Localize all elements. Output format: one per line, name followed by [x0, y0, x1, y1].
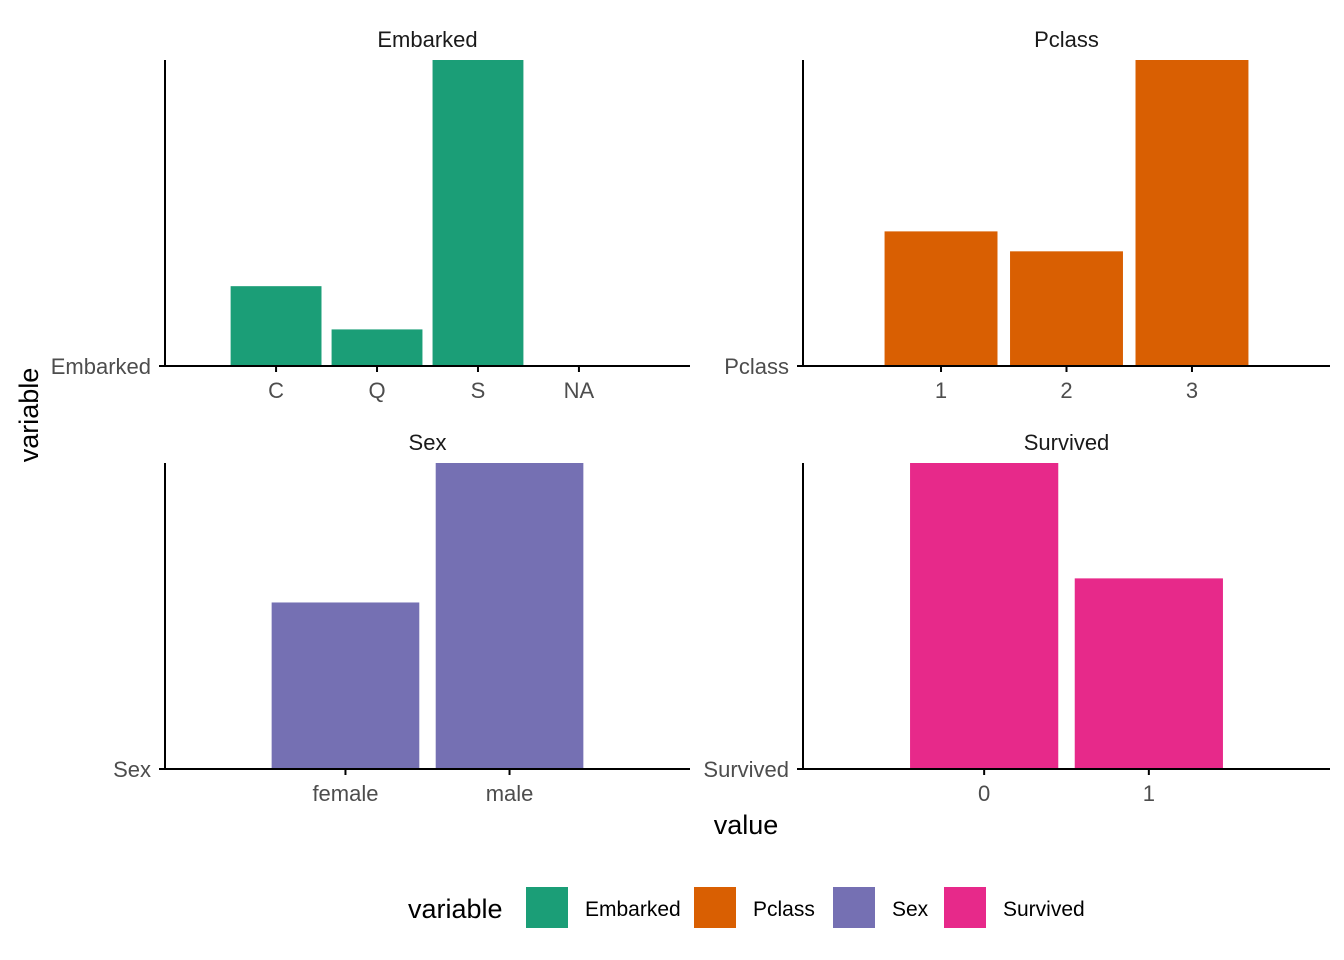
bar-sex-male: [435, 463, 584, 769]
y-axis-title: variable: [14, 368, 44, 463]
y-tick-label: Survived: [703, 757, 789, 782]
facet-panel-embarked: Embarked C Q S NA Embarked: [51, 27, 690, 403]
legend-label-embarked: Embarked: [585, 898, 681, 921]
x-axis-title: value: [714, 810, 779, 840]
y-tick-label: Sex: [113, 757, 151, 782]
bar-survived-0: [910, 463, 1059, 769]
bar-survived-1: [1074, 578, 1223, 769]
x-tick-label: female: [312, 781, 378, 806]
facet-title: Embarked: [377, 27, 477, 52]
facet-title: Sex: [409, 430, 447, 455]
bar-sex-female: [271, 602, 420, 769]
bar-pclass-3: [1135, 60, 1249, 366]
bar-pclass-2: [1010, 251, 1123, 366]
legend-label-sex: Sex: [892, 898, 929, 921]
facet-panel-survived: Survived 0 1 Survived: [703, 430, 1330, 806]
facet-title: Pclass: [1034, 27, 1099, 52]
x-tick-label: C: [268, 378, 284, 403]
facet-title: Survived: [1024, 430, 1110, 455]
legend-label-survived: Survived: [1003, 898, 1085, 921]
bar-embarked-c: [230, 286, 322, 366]
x-tick-label: 1: [935, 378, 947, 403]
x-tick-label: Q: [368, 378, 385, 403]
x-tick-label: 3: [1186, 378, 1198, 403]
y-tick-label: Embarked: [51, 354, 151, 379]
legend-key-pclass: [694, 887, 736, 928]
facet-panel-sex: Sex female male Sex: [113, 430, 690, 806]
bar-pclass-1: [884, 231, 998, 366]
x-tick-label: S: [471, 378, 486, 403]
legend-key-embarked: [526, 887, 568, 928]
y-tick-label: Pclass: [724, 354, 789, 379]
legend: variable Embarked Pclass Sex Survived: [408, 887, 1085, 928]
legend-key-sex: [833, 887, 875, 928]
x-tick-label: NA: [564, 378, 595, 403]
x-tick-label: 1: [1143, 781, 1155, 806]
bar-embarked-s: [432, 60, 524, 366]
bar-embarked-q: [331, 329, 423, 366]
x-tick-label: male: [486, 781, 534, 806]
facet-panel-pclass: Pclass 1 2 3 Pclass: [724, 27, 1330, 403]
x-tick-label: 2: [1060, 378, 1072, 403]
legend-key-survived: [944, 887, 986, 928]
legend-label-pclass: Pclass: [753, 898, 815, 921]
x-tick-label: 0: [978, 781, 990, 806]
legend-title: variable: [408, 894, 503, 924]
chart-panels: Embarked C Q S NA Embarked Pclass 1 2 3 Pclass Sex f…: [51, 27, 1330, 806]
